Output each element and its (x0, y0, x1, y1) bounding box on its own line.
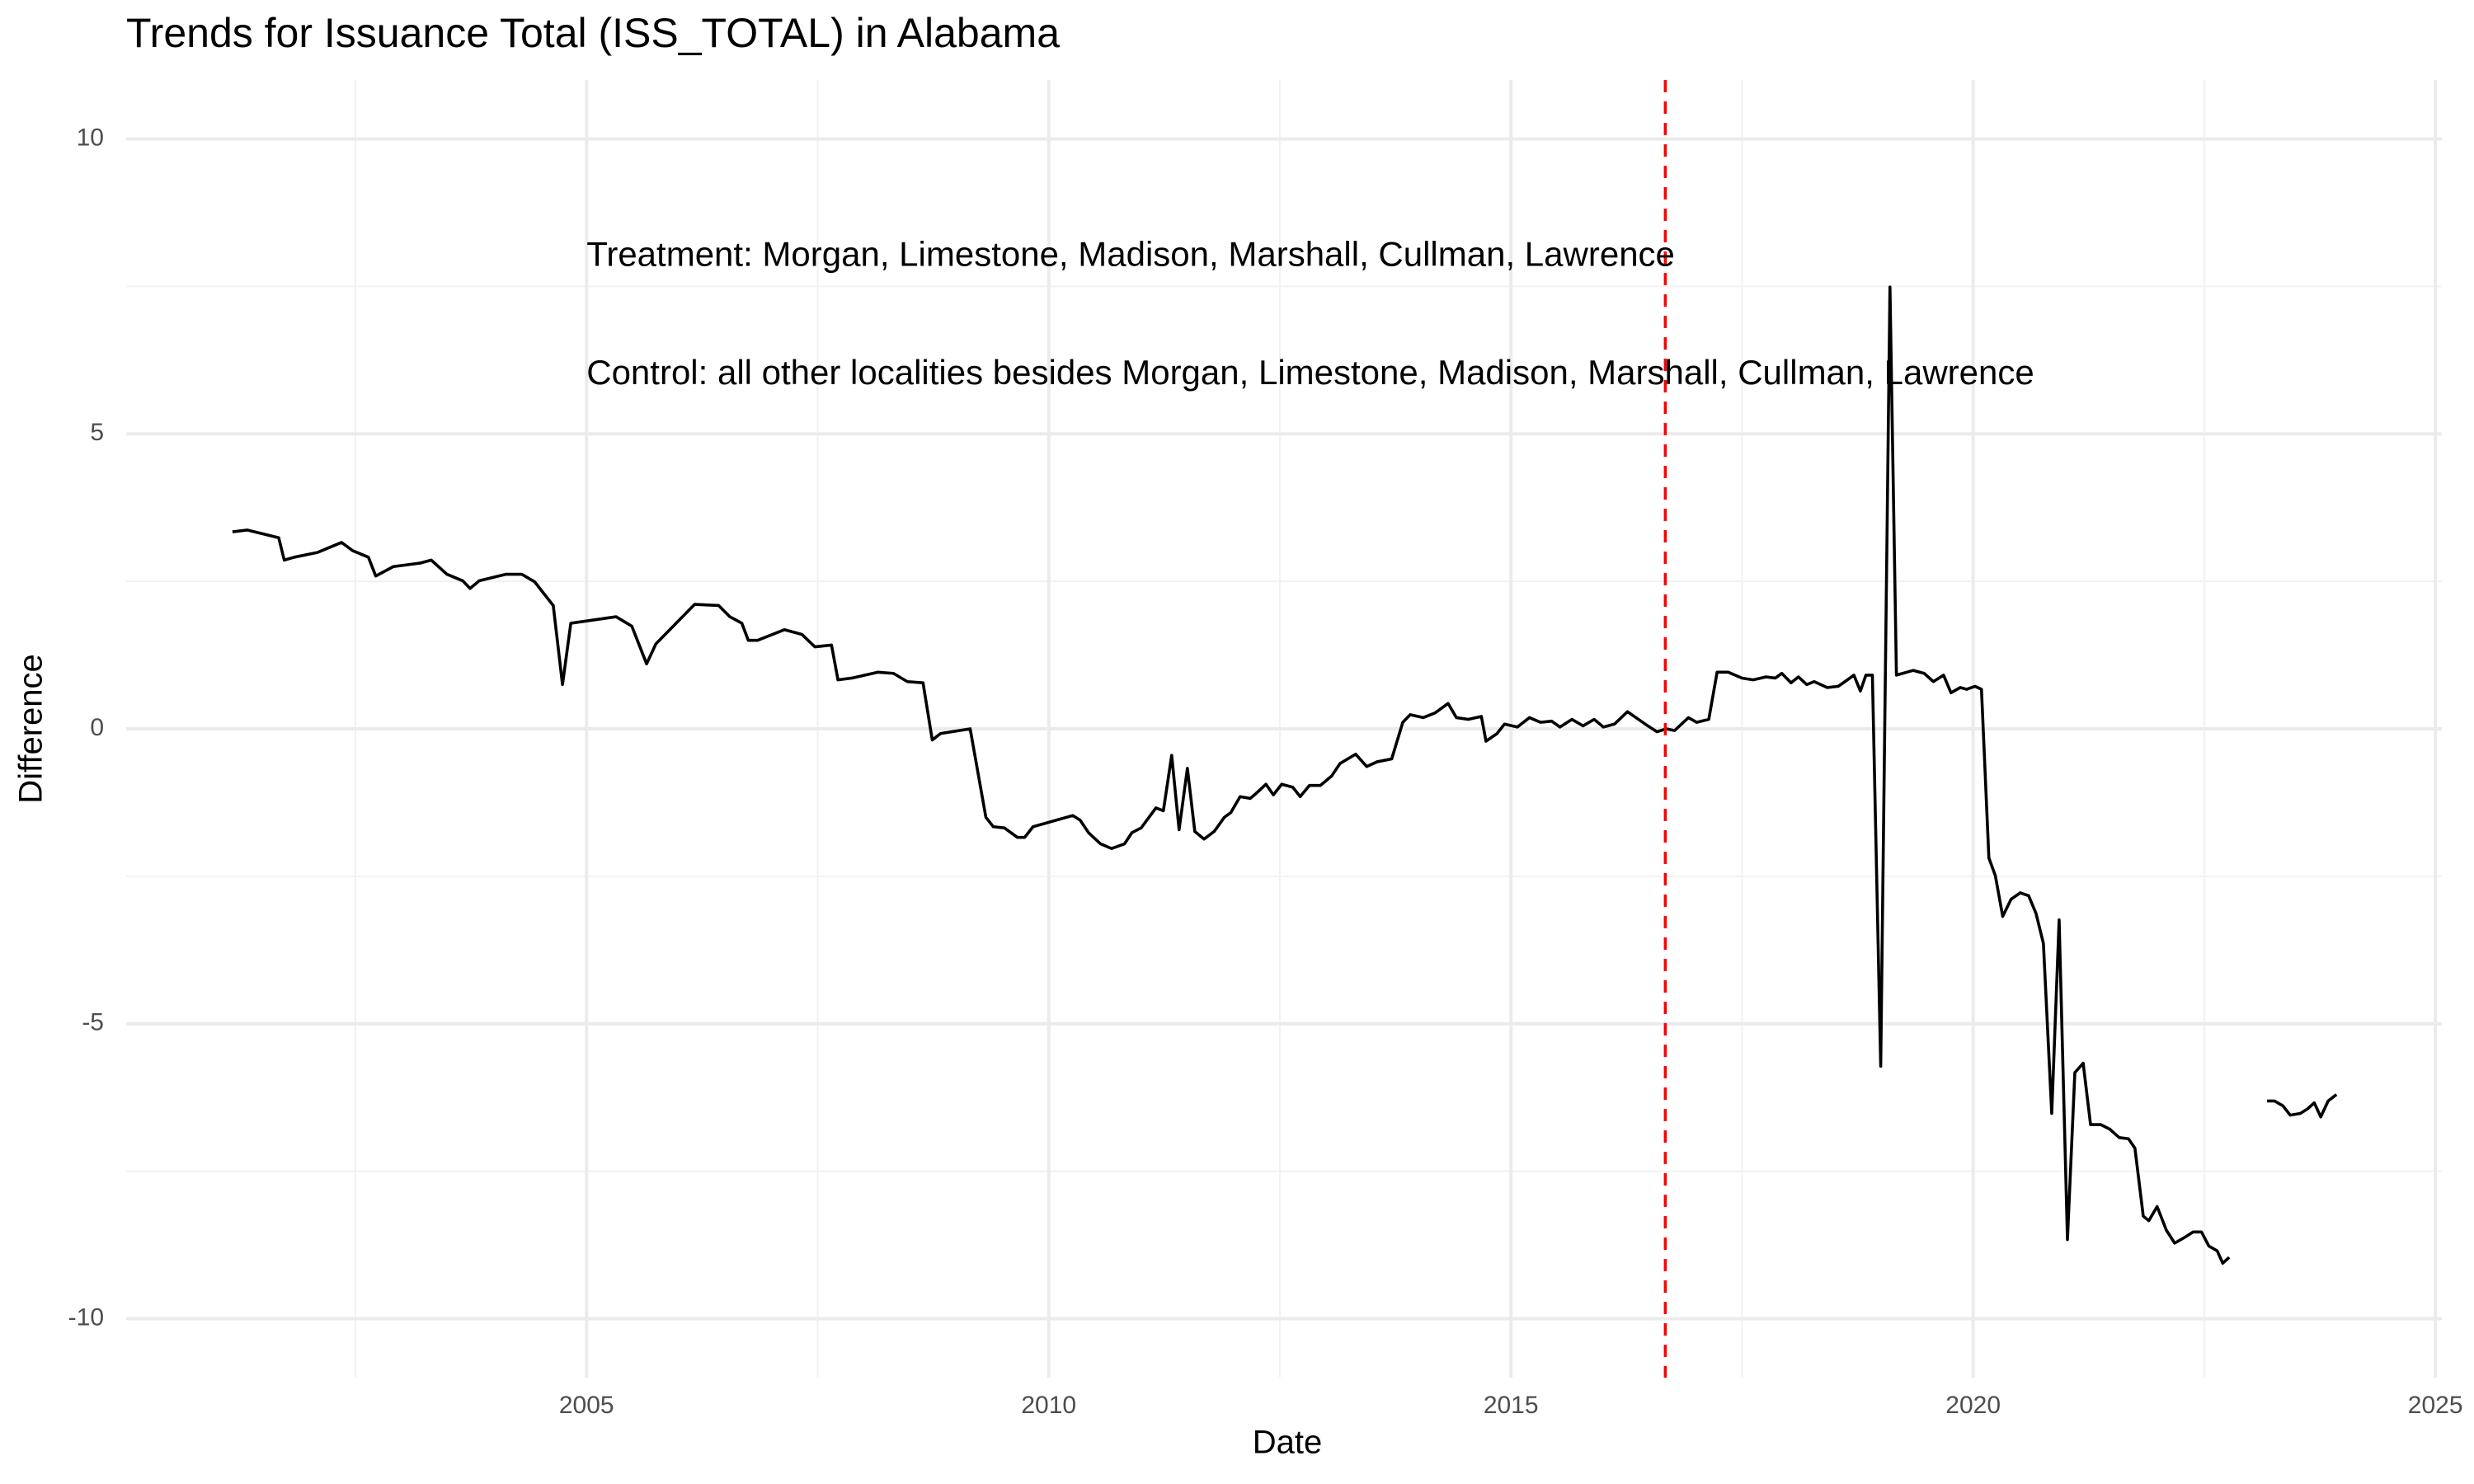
y-tick-label: 5 (90, 419, 104, 446)
data-line (232, 285, 2338, 1265)
annotation: Treatment: Morgan, Limestone, Madison, M… (586, 235, 1675, 274)
x-tick-label: 2025 (2408, 1392, 2463, 1419)
y-axis-title: Difference (13, 654, 49, 804)
y-tick-label: 10 (77, 124, 104, 151)
labels: 2005 2010 2015 2020 2025 -10 -5 0 5 10 Treatment: … (68, 124, 2463, 1418)
grid (126, 80, 2442, 1378)
x-tick-label: 2005 (559, 1392, 614, 1419)
chart-title: Trends for Issuance Total (ISS_TOTAL) in… (126, 10, 1060, 56)
x-tick-label: 2015 (1484, 1392, 1539, 1419)
y-tick-label: 0 (90, 714, 104, 741)
y-tick-label: -5 (82, 1009, 104, 1036)
x-tick-label: 2010 (1021, 1392, 1076, 1419)
annotation: Control: all other localities besides Mo… (586, 353, 2034, 392)
plot-area (232, 80, 2338, 1378)
y-tick-label: -10 (68, 1303, 104, 1331)
x-axis-title: Date (1253, 1425, 1323, 1461)
x-tick-label: 2020 (1945, 1392, 2001, 1419)
